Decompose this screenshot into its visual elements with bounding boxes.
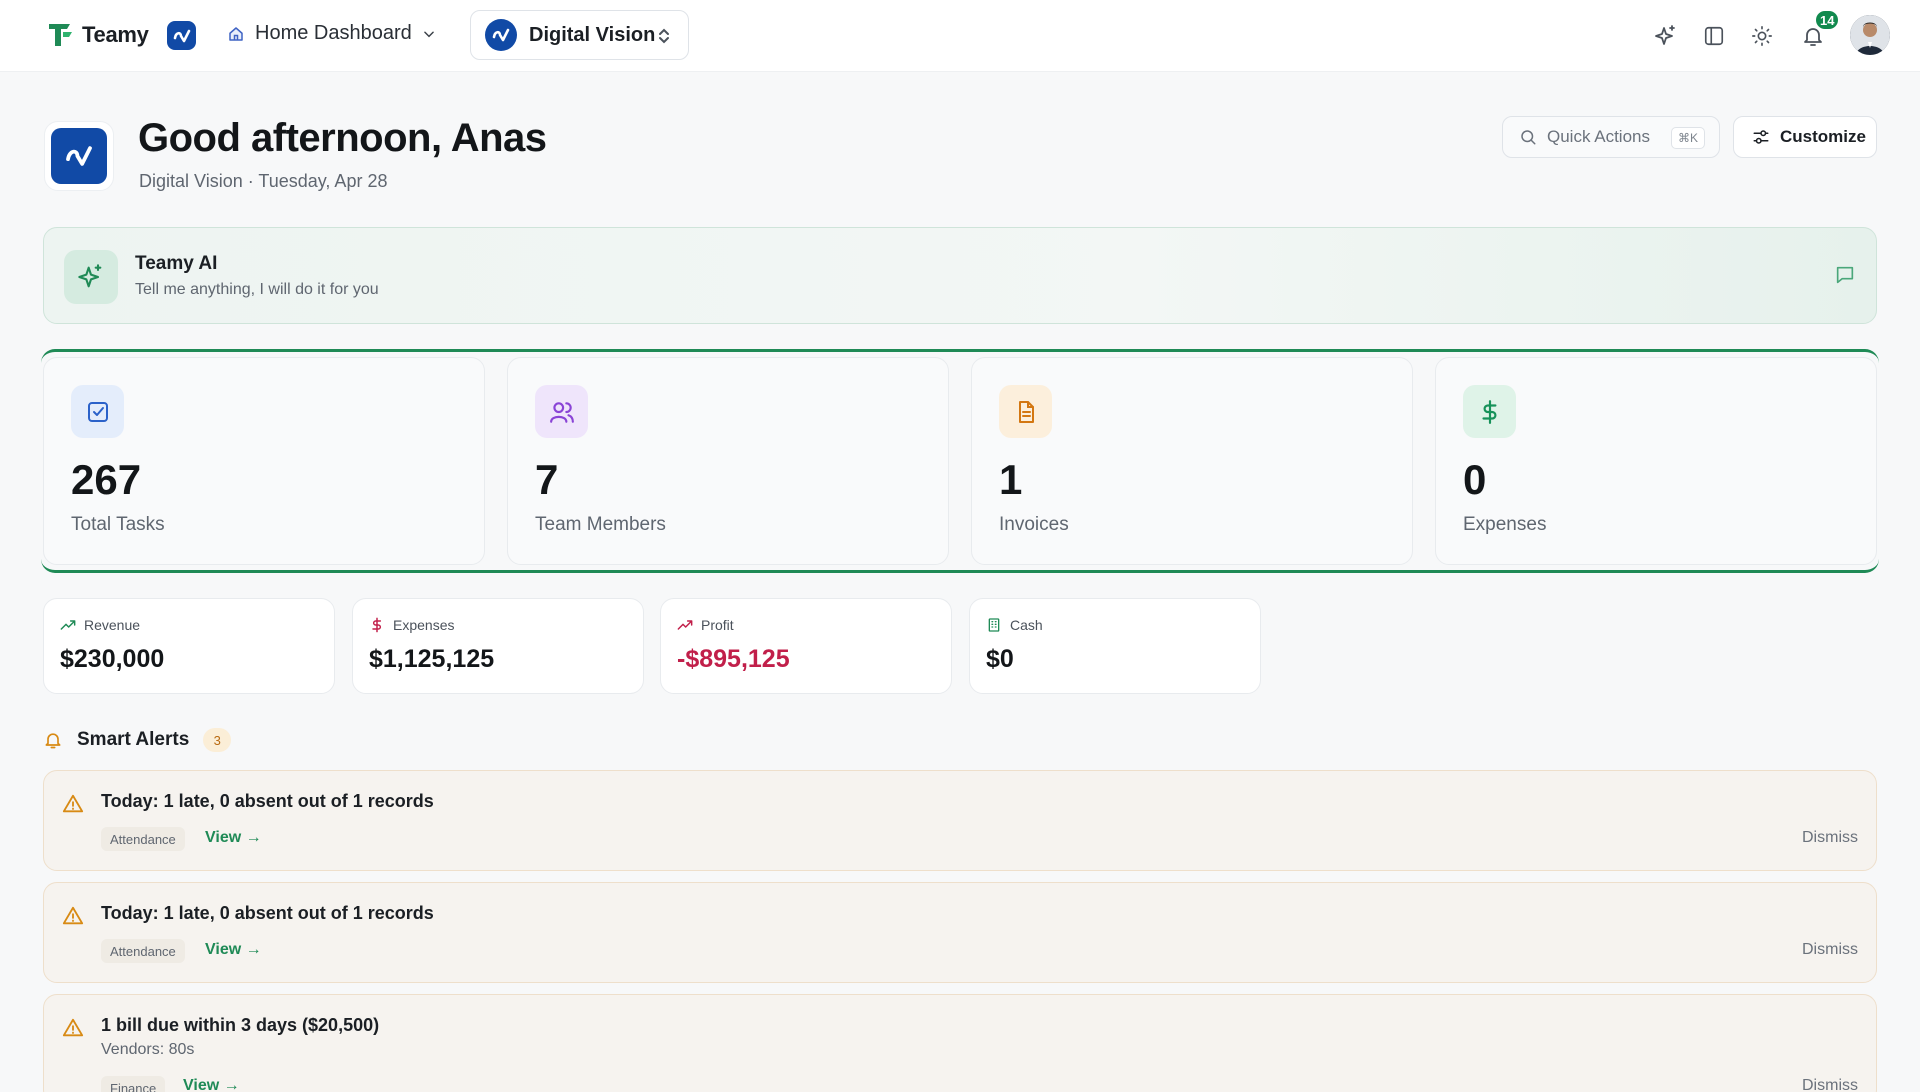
finance-value: $230,000 [60,645,165,673]
alert-card: Today: 1 late, 0 absent out of 1 records… [43,770,1877,871]
chevron-down-icon [423,31,434,37]
org-logo-icon [173,29,190,42]
ai-sparkle-icon [64,250,118,304]
alert-dismiss-button[interactable]: Dismiss [1802,829,1858,846]
stat-label: Invoices [999,514,1069,535]
building-icon [988,618,1000,632]
alert-category-tag: Attendance [101,939,185,963]
workspace-switcher[interactable]: Digital Vision [470,10,689,60]
trending-up-icon [60,620,76,630]
alert-category-tag: Finance [101,1076,166,1092]
ai-title: Teamy AI [135,253,218,274]
notification-count-badge: 14 [1814,9,1841,31]
alert-view-link[interactable]: View → [205,941,262,958]
smart-alerts-count: 3 [203,728,232,752]
panel-icon [1704,26,1724,46]
notifications-button[interactable] [1799,22,1827,50]
finance-card-expenses[interactable]: Expenses $1,125,125 [352,598,644,694]
smart-alerts-title: Smart Alerts [77,729,190,750]
chevron-up-down-icon [659,28,669,44]
ai-subtitle: Tell me anything, I will do it for you [135,281,379,298]
sparkle-icon [78,264,102,288]
org-logo-icon [66,146,92,166]
stat-card-total-tasks[interactable]: 267 Total Tasks [43,357,485,565]
stats-section [41,349,1879,573]
finance-label: Expenses [393,617,455,633]
finance-value: -$895,125 [677,645,790,673]
stat-value: 0 [1463,456,1487,503]
brand-name: Teamy [82,22,149,47]
file-text-icon [999,385,1052,438]
bell-icon [1804,28,1822,46]
stat-card-team-members[interactable]: 7 Team Members [507,357,949,565]
alert-view-link[interactable]: View → [205,829,262,846]
alert-title: Today: 1 late, 0 absent out of 1 records [101,903,434,923]
top-bar: Teamy Home Dashboard Digital Vision [0,0,1920,72]
teamy-ai-banner[interactable]: Teamy AI Tell me anything, I will do it … [43,227,1877,324]
warning-icon [62,794,84,813]
search-icon [1521,130,1536,145]
warning-icon [62,906,84,925]
finance-card-cash[interactable]: Cash $0 [969,598,1261,694]
alert-card: Today: 1 late, 0 absent out of 1 records… [43,882,1877,983]
alert-dismiss-button[interactable]: Dismiss [1802,941,1858,958]
stat-value: 7 [535,456,559,503]
smart-alerts-header: Smart Alerts 3 [43,728,232,752]
stat-value: 267 [71,456,142,503]
alert-view-link[interactable]: View → [183,1077,240,1092]
users-icon [535,385,588,438]
trending-down-icon [677,620,693,630]
finance-label: Profit [701,617,734,633]
alert-card: 1 bill due within 3 days ($20,500) Vendo… [43,994,1877,1092]
user-avatar[interactable] [1850,15,1890,55]
quick-actions-search[interactable]: Quick Actions ⌘K [1502,116,1720,158]
stat-label: Team Members [535,514,666,535]
chat-bubble-icon[interactable] [1834,264,1856,286]
check-square-icon [71,385,124,438]
alert-category-tag: Attendance [101,827,185,851]
ai-sparkle-button[interactable] [1652,22,1680,50]
finance-label: Revenue [84,617,141,633]
home-icon [229,26,243,41]
alert-dismiss-button[interactable]: Dismiss [1802,1077,1858,1092]
page-title: Good afternoon, Anas [138,116,547,160]
alert-subtitle: Vendors: 80s [101,1041,195,1058]
customize-button[interactable]: Customize [1733,116,1877,158]
keyboard-shortcut: ⌘K [1670,127,1705,149]
stat-card-invoices[interactable]: 1 Invoices [971,357,1413,565]
brand-logo[interactable]: Teamy [46,20,149,50]
stat-value: 1 [999,456,1023,503]
finance-card-profit[interactable]: Profit -$895,125 [660,598,952,694]
home-dashboard-label: Home Dashboard [255,22,412,44]
sun-icon [1752,26,1772,46]
sliders-icon [1753,130,1769,144]
alert-title: 1 bill due within 3 days ($20,500) [101,1015,380,1035]
sparkle-icon [1655,25,1675,45]
avatar-photo [1850,15,1890,55]
organization-logo [44,121,114,191]
warning-icon [62,1018,84,1037]
dollar-icon [1463,385,1516,438]
finance-label: Cash [1010,617,1043,633]
quick-actions-label: Quick Actions [1547,127,1650,146]
stat-label: Total Tasks [71,514,165,535]
stat-card-expenses[interactable]: 0 Expenses [1435,357,1877,565]
dollar-icon [372,617,382,633]
stat-label: Expenses [1463,514,1547,535]
sidebar-toggle-button[interactable] [1700,22,1728,50]
org-logo-icon [492,28,510,42]
workspace-name: Digital Vision [529,23,656,46]
org-logo-small[interactable] [167,21,196,50]
theme-toggle-button[interactable] [1748,22,1776,50]
bell-icon [45,733,61,749]
alert-title: Today: 1 late, 0 absent out of 1 records [101,791,434,811]
home-dashboard-dropdown[interactable]: Home Dashboard [227,22,436,45]
finance-card-revenue[interactable]: Revenue $230,000 [43,598,335,694]
customize-label: Customize [1780,127,1866,146]
finance-value: $0 [986,645,1014,673]
finance-value: $1,125,125 [369,645,495,673]
teamy-logo-icon [49,24,72,46]
page-subtitle: Digital Vision · Tuesday, Apr 28 [139,171,388,191]
workspace-logo [485,19,517,51]
